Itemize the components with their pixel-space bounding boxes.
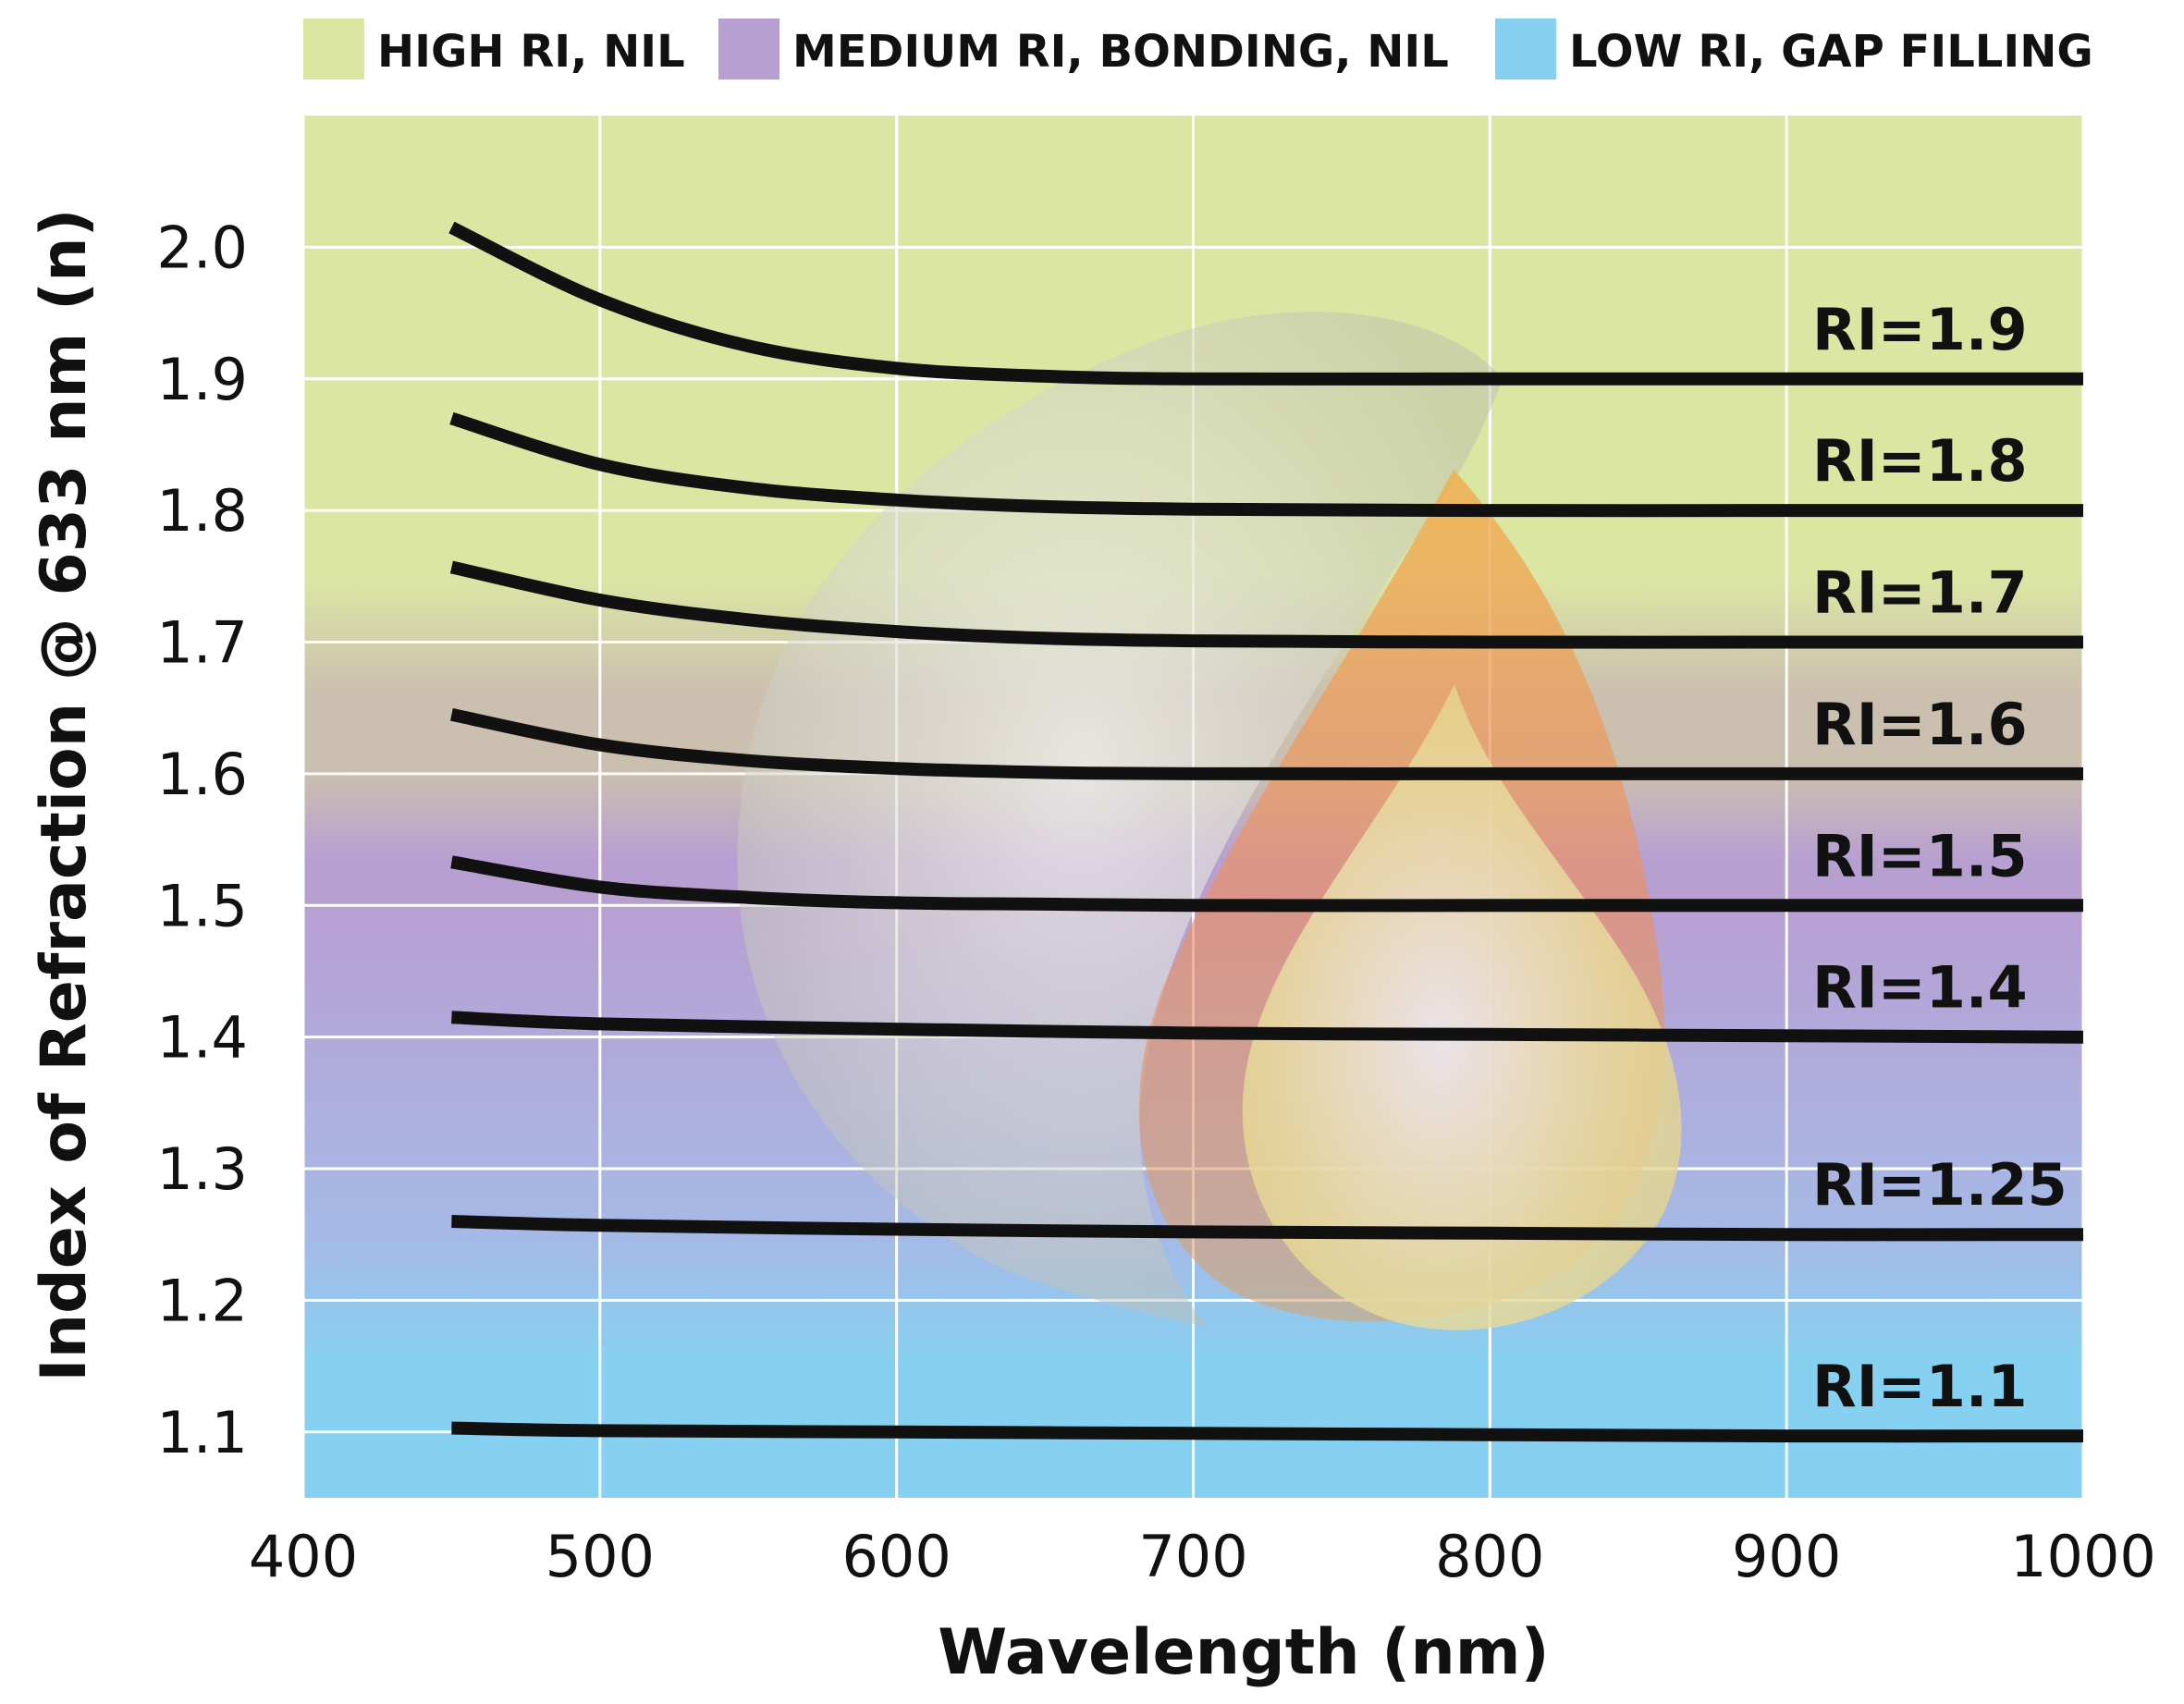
legend-swatch bbox=[1495, 18, 1556, 80]
y-tick-label: 1.6 bbox=[156, 741, 248, 808]
series-label: RI=1.1 bbox=[1812, 1353, 2028, 1420]
y-tick-label: 1.7 bbox=[156, 609, 248, 677]
x-axis-ticks: 400 500 600 700 800 900 1000 bbox=[249, 1523, 2156, 1590]
x-tick-label: 700 bbox=[1138, 1523, 1247, 1590]
legend-label: LOW RI, GAP FILLING bbox=[1569, 26, 2093, 78]
legend-swatch bbox=[718, 18, 779, 80]
x-tick-label: 400 bbox=[249, 1523, 358, 1590]
x-tick-label: 900 bbox=[1732, 1523, 1841, 1590]
sphere-shape bbox=[737, 312, 1503, 1327]
x-tick-label: 600 bbox=[841, 1523, 951, 1590]
series-label: RI=1.9 bbox=[1812, 296, 2028, 363]
series-line bbox=[448, 221, 2083, 386]
series-label: RI=1.8 bbox=[1812, 427, 2028, 495]
legend-label: MEDIUM RI, BONDING, NIL bbox=[792, 26, 1449, 78]
series-line bbox=[449, 411, 2083, 518]
series-line bbox=[451, 1011, 2084, 1044]
series-line bbox=[451, 1215, 2084, 1242]
legend: HIGH RI, NIL MEDIUM RI, BONDING, NIL LOW R… bbox=[303, 18, 2093, 80]
y-axis-ticks: 1.1 1.2 1.3 1.4 1.5 1.6 1.7 1.8 1.9 2.0 bbox=[156, 214, 248, 1465]
x-tick-label: 500 bbox=[546, 1523, 655, 1590]
background-illustration bbox=[737, 312, 1682, 1330]
y-tick-label: 1.4 bbox=[156, 1004, 248, 1072]
series-line bbox=[449, 560, 2083, 649]
series-line bbox=[451, 1421, 2084, 1443]
y-tick-label: 1.5 bbox=[156, 872, 248, 939]
y-axis-title: Index of Refraction @ 633 nm (n) bbox=[28, 208, 101, 1381]
x-axis-title: Wavelength (nm) bbox=[938, 1616, 1549, 1689]
y-tick-label: 1.1 bbox=[156, 1399, 248, 1466]
series-line bbox=[449, 707, 2083, 780]
series-label: RI=1.6 bbox=[1812, 691, 2028, 758]
series-label: RI=1.5 bbox=[1812, 822, 2028, 889]
y-tick-label: 1.2 bbox=[156, 1267, 248, 1334]
series-lines bbox=[448, 221, 2084, 1443]
y-tick-label: 1.9 bbox=[156, 346, 248, 413]
series-label: RI=1.25 bbox=[1812, 1151, 2067, 1219]
flame-inner-shape bbox=[1242, 684, 1682, 1330]
curve-labels: RI=1.9 RI=1.8 RI=1.7 RI=1.6 RI=1.5 RI=1.4 RI=1… bbox=[1812, 296, 2067, 1420]
series-line bbox=[450, 855, 2083, 913]
x-tick-label: 1000 bbox=[2010, 1523, 2156, 1590]
legend-label: HIGH RI, NIL bbox=[377, 26, 685, 78]
legend-swatch bbox=[303, 18, 364, 80]
y-tick-label: 1.8 bbox=[156, 477, 248, 545]
series-label: RI=1.4 bbox=[1812, 954, 2028, 1022]
y-tick-label: 1.3 bbox=[156, 1135, 248, 1203]
series-label: RI=1.7 bbox=[1812, 559, 2028, 627]
y-tick-label: 2.0 bbox=[156, 214, 248, 281]
x-tick-label: 800 bbox=[1435, 1523, 1544, 1590]
